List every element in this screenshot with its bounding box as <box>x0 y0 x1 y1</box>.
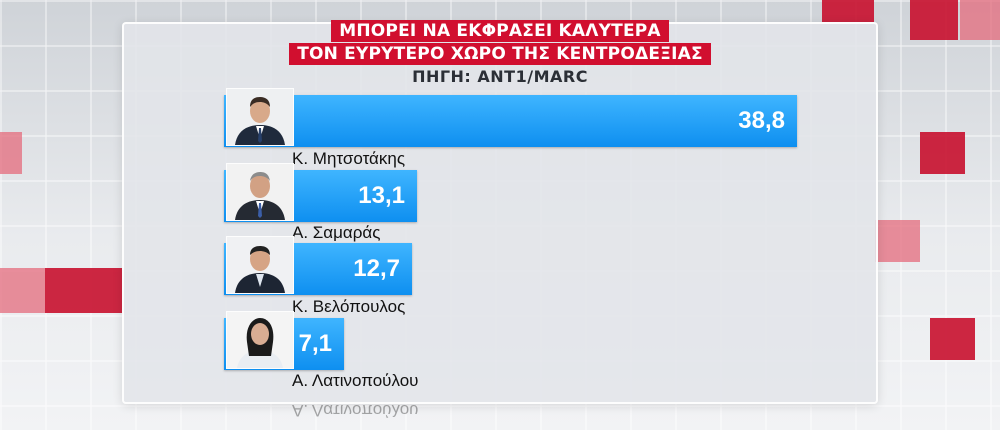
chart-header: ΜΠΟΡΕΙ ΝΑ ΕΚΦΡΑΣΕΙ ΚΑΛΥΤΕΡΑ ΤΟΝ ΕΥΡΥΤΕΡΟ… <box>0 20 1000 87</box>
category-label: Κ. Μητσοτάκης <box>292 149 406 168</box>
category-label: Κ. Βελόπουλος <box>292 297 406 316</box>
chart-title-line-2: ΤΟΝ ΕΥΡΥΤΕΡΟ ΧΩΡΟ ΤΗΣ ΚΕΝΤΡΟΔΕΞΙΑΣ <box>289 43 711 65</box>
decor-square <box>822 0 874 22</box>
decor-square <box>875 220 920 262</box>
avatar-portrait <box>226 163 294 221</box>
bar-value-label: 12,7 <box>353 255 400 282</box>
bar-value-label: 13,1 <box>358 182 405 209</box>
decor-square <box>0 268 45 313</box>
decor-square <box>45 268 122 313</box>
category-label: Α. Σαμαράς <box>292 223 381 242</box>
reflection-text: Α. Λατινοπούλου <box>292 401 419 420</box>
bar-value-label: 7,1 <box>298 330 332 357</box>
decor-square <box>920 132 965 174</box>
bar-value-label: 38,8 <box>738 107 785 134</box>
chart-source: ΠΗΓΗ: ANT1/MARC <box>412 67 588 86</box>
decor-square <box>930 318 975 360</box>
avatar-portrait <box>226 88 294 146</box>
decor-square <box>910 0 958 40</box>
decor-square <box>0 132 22 174</box>
avatar-portrait <box>226 236 294 294</box>
chart-title-line-1: ΜΠΟΡΕΙ ΝΑ ΕΚΦΡΑΣΕΙ ΚΑΛΥΤΕΡΑ <box>331 20 669 42</box>
decor-square <box>960 0 1000 40</box>
avatar-portrait <box>226 311 294 369</box>
category-label: Α. Λατινοπούλου <box>292 371 419 390</box>
bar-mitsotakis: 38,8 <box>224 95 797 147</box>
